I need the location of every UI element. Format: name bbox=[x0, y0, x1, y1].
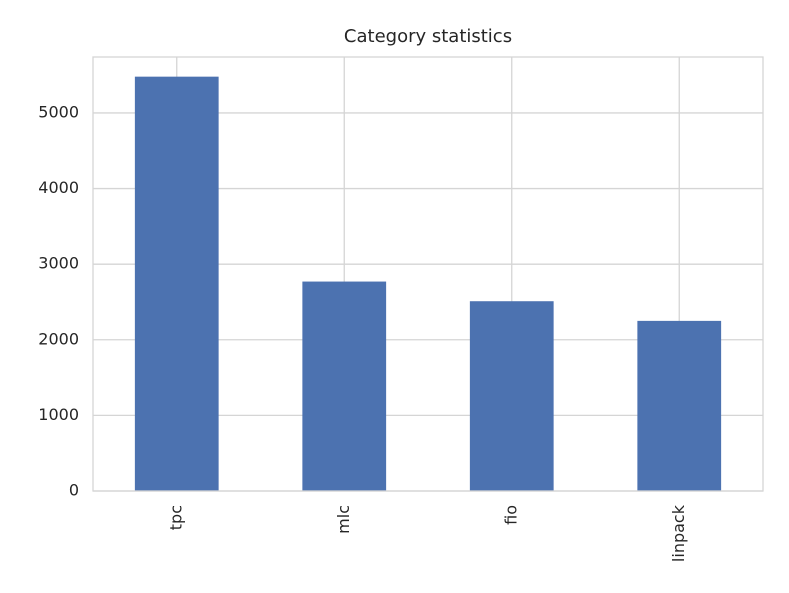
bar bbox=[134, 76, 219, 491]
x-tick-label: tpc bbox=[166, 505, 185, 530]
x-tick-label: fio bbox=[501, 505, 520, 525]
x-tick-label: linpack bbox=[669, 504, 688, 562]
y-tick-label: 4000 bbox=[38, 178, 79, 197]
bar bbox=[469, 301, 554, 491]
y-tick-label: 2000 bbox=[38, 329, 79, 348]
y-tick-label: 1000 bbox=[38, 405, 79, 424]
plot-frame bbox=[92, 56, 764, 492]
bar bbox=[637, 320, 722, 491]
bar bbox=[302, 281, 387, 491]
y-tick-label: 3000 bbox=[38, 254, 79, 273]
y-tick-label: 5000 bbox=[38, 102, 79, 121]
chart-title: Category statistics bbox=[344, 26, 512, 47]
x-tick-label: mlc bbox=[334, 505, 353, 534]
y-tick-label: 0 bbox=[69, 481, 79, 500]
